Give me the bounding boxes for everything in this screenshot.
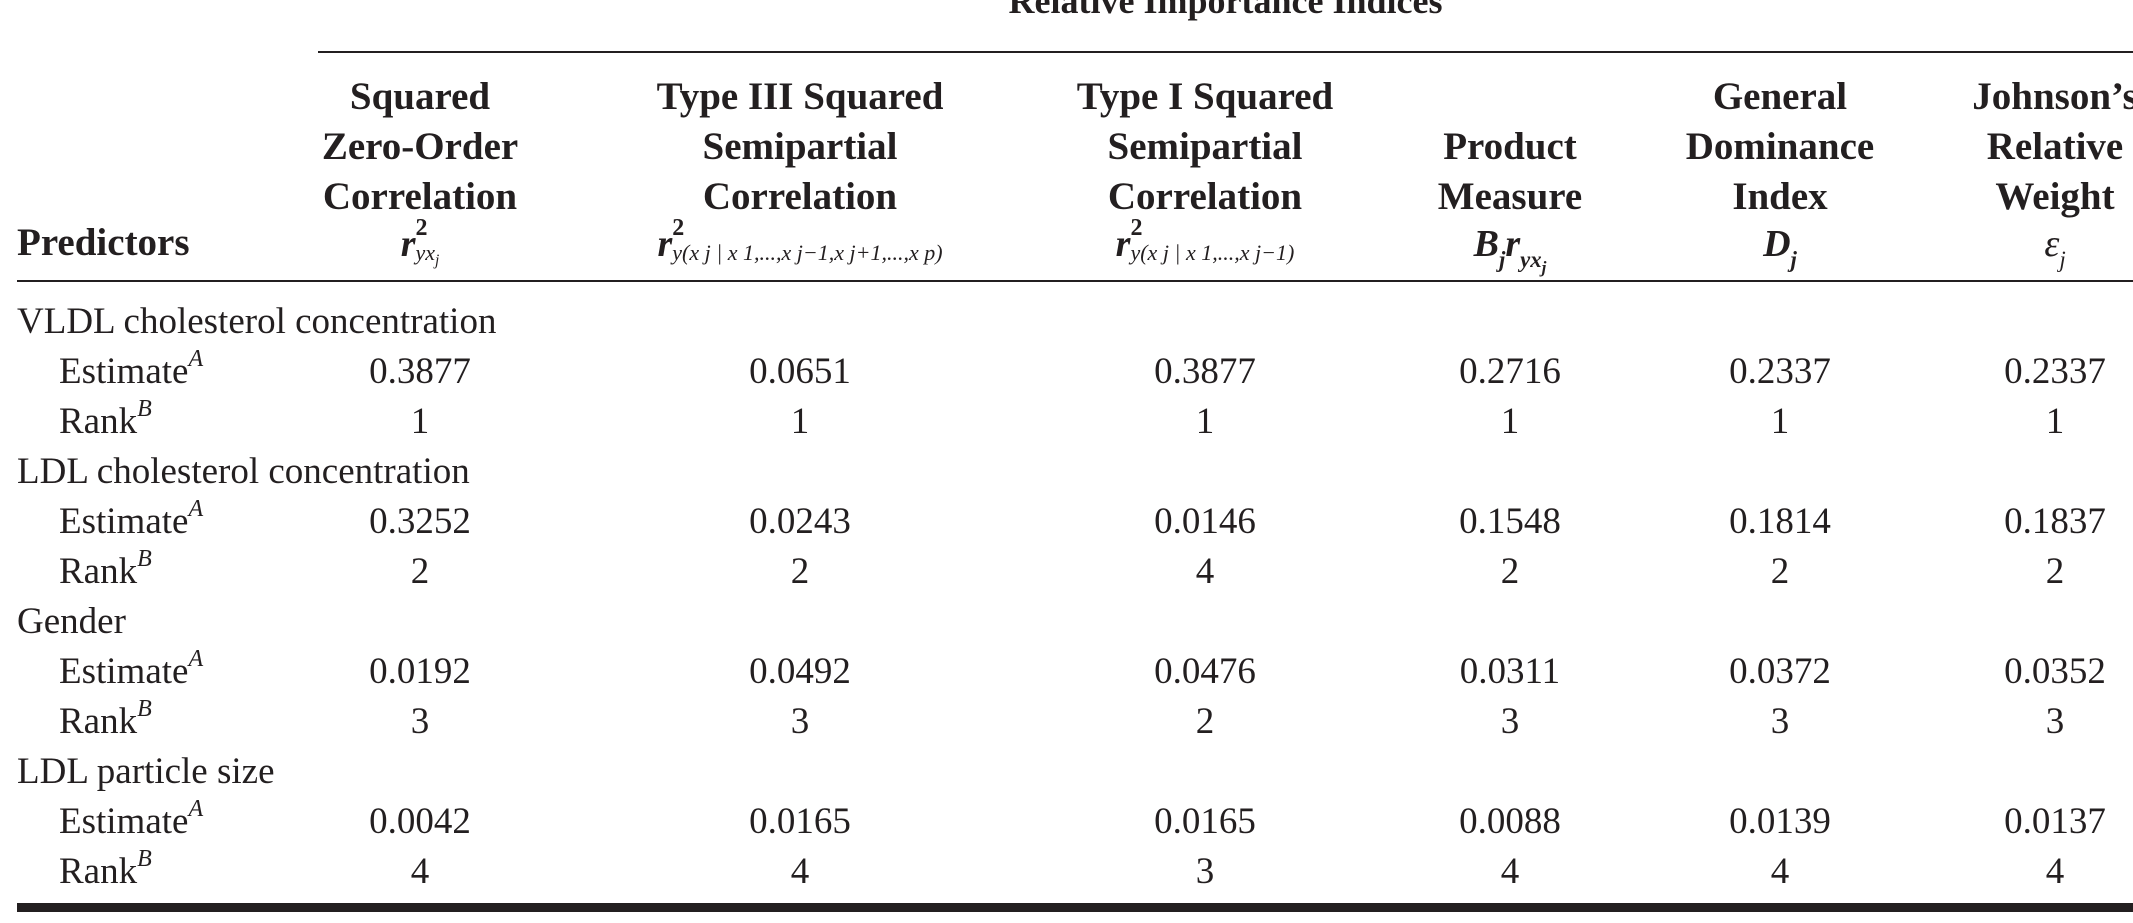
header-symbol: r 2 y(x j | x 1,...,x j−1,x j+1,...,x p): [657, 215, 943, 265]
rank-cell: 4: [2045, 851, 2065, 892]
rank-cell: 2: [410, 551, 430, 592]
estimate-cell: 0.0476: [1154, 651, 1256, 692]
estimate-cell: 0.3252: [369, 501, 471, 542]
column-header-type-iii: Type III Squared Semipartial Correlation…: [600, 72, 1000, 278]
group-label: LDL cholesterol concentration: [17, 451, 470, 492]
estimate-cell: 0.0165: [749, 801, 851, 842]
header-symbol: r 2 yxj: [400, 215, 440, 269]
header-line: Relative: [1986, 125, 2124, 168]
header-line: Correlation: [322, 175, 518, 218]
header-line: Zero-Order: [321, 125, 519, 168]
row-label-rank: RankB: [59, 546, 152, 592]
header-line: Squared: [349, 75, 491, 118]
estimate-cell: 0.0137: [2004, 801, 2106, 842]
column-header-product-measure: Product Measure Bjryxj: [1400, 122, 1620, 278]
rank-cell: 1: [2045, 401, 2065, 442]
row-label-estimate: EstimateA: [59, 346, 204, 392]
estimate-cell: 0.2716: [1459, 351, 1561, 392]
estimate-cell: 0.0492: [749, 651, 851, 692]
group-label: VLDL cholesterol concentration: [17, 301, 497, 342]
estimate-cell: 0.0651: [749, 351, 851, 392]
rank-cell: 2: [1195, 701, 1215, 742]
header-line: Correlation: [1107, 175, 1303, 218]
header-line: Johnson’s: [1972, 75, 2133, 118]
header-line: Measure: [1437, 175, 1583, 218]
header-symbol: Bjryxj: [1473, 223, 1547, 277]
header-line: Product: [1443, 125, 1577, 168]
row-label-rank: RankB: [59, 846, 152, 892]
spanner-rule: [318, 51, 2133, 53]
group-label: LDL particle size: [17, 751, 275, 792]
header-line: Type III Squared: [656, 75, 944, 118]
estimate-cell: 0.3877: [369, 351, 471, 392]
group-label: Gender: [17, 601, 126, 642]
estimate-cell: 0.0243: [749, 501, 851, 542]
estimate-cell: 0.0088: [1459, 801, 1561, 842]
row-label-rank: RankB: [59, 396, 152, 442]
bottom-rule: [17, 903, 2133, 912]
rank-cell: 2: [790, 551, 810, 592]
header-symbol: εj: [2044, 223, 2066, 273]
row-label-estimate: EstimateA: [59, 646, 204, 692]
estimate-cell: 0.0352: [2004, 651, 2106, 692]
estimate-cell: 0.2337: [2004, 351, 2106, 392]
column-header-general-dominance: General Dominance Index Dj: [1660, 72, 1900, 278]
estimate-cell: 0.1548: [1459, 501, 1561, 542]
row-label-rank: RankB: [59, 696, 152, 742]
header-line: Semipartial: [1107, 125, 1303, 168]
header-line: Dominance: [1685, 125, 1875, 168]
estimate-cell: 0.2337: [1729, 351, 1831, 392]
estimate-cell: 0.0192: [369, 651, 471, 692]
header-line: Weight: [1995, 175, 2115, 218]
column-header-johnsons-weight: Johnson’s Relative Weight εj: [1935, 72, 2133, 278]
rank-cell: 4: [790, 851, 810, 892]
estimate-cell: 0.0311: [1459, 651, 1561, 692]
header-rule: [17, 280, 2133, 282]
rank-cell: 1: [1195, 401, 1215, 442]
header-line: General: [1712, 75, 1848, 118]
estimate-cell: 0.0165: [1154, 801, 1256, 842]
header-line: Semipartial: [702, 125, 898, 168]
header-line: Correlation: [702, 175, 898, 218]
rank-cell: 1: [410, 401, 430, 442]
header-line: Index: [1732, 175, 1828, 218]
rank-cell: 4: [1195, 551, 1215, 592]
estimate-cell: 0.0139: [1729, 801, 1831, 842]
header-symbol: r 2 y(x j | x 1,...,x j−1): [1115, 215, 1295, 265]
rank-cell: 2: [1500, 551, 1520, 592]
rank-cell: 1: [790, 401, 810, 442]
header-line: Type I Squared: [1076, 75, 1334, 118]
rank-cell: 4: [1770, 851, 1790, 892]
rank-cell: 4: [1500, 851, 1520, 892]
predictors-header: Predictors: [17, 221, 190, 264]
rank-cell: 1: [1770, 401, 1790, 442]
column-header-type-i: Type I Squared Semipartial Correlation r…: [1040, 72, 1370, 278]
table-spanner-title: Relative Importance Indices: [1008, 0, 1443, 21]
estimate-cell: 0.1837: [2004, 501, 2106, 542]
rank-cell: 3: [1195, 851, 1215, 892]
header-symbol: Dj: [1763, 223, 1797, 273]
row-label-estimate: EstimateA: [59, 496, 204, 542]
estimate-cell: 0.0042: [369, 801, 471, 842]
estimate-cell: 0.1814: [1729, 501, 1831, 542]
rank-cell: 2: [2045, 551, 2065, 592]
column-header-zero-order: Squared Zero-Order Correlation r 2 yxj: [280, 72, 560, 278]
rank-cell: 2: [1770, 551, 1790, 592]
rank-cell: 3: [1770, 701, 1790, 742]
rank-cell: 4: [410, 851, 430, 892]
rank-cell: 3: [1500, 701, 1520, 742]
rank-cell: 3: [790, 701, 810, 742]
rank-cell: 1: [1500, 401, 1520, 442]
rank-cell: 3: [410, 701, 430, 742]
estimate-cell: 0.0146: [1154, 501, 1256, 542]
rank-cell: 3: [2045, 701, 2065, 742]
row-label-estimate: EstimateA: [59, 796, 204, 842]
estimate-cell: 0.0372: [1729, 651, 1831, 692]
estimate-cell: 0.3877: [1154, 351, 1256, 392]
